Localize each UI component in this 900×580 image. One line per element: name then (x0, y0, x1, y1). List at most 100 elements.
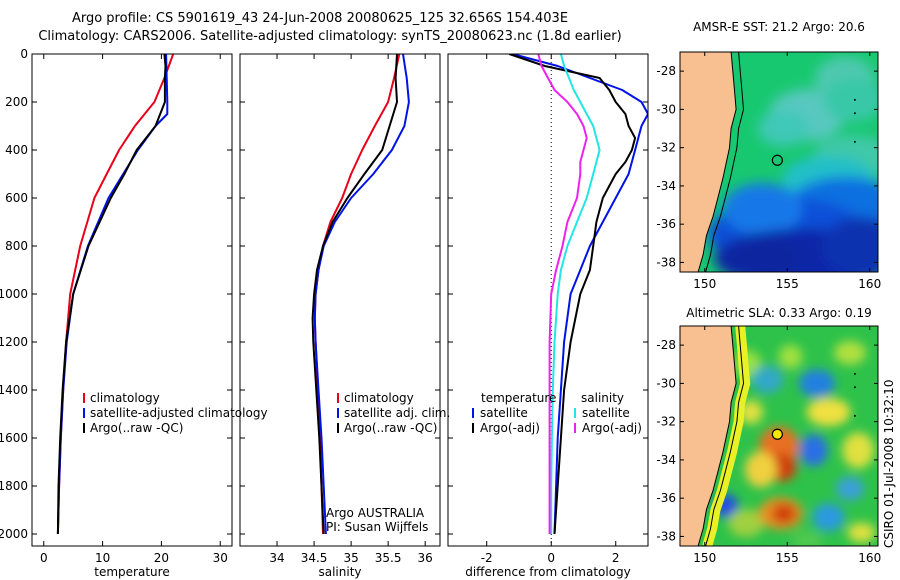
profile-panel-temperature: 0 10 20 30 temperature (31, 53, 233, 579)
sla-anomaly-15 (771, 503, 796, 524)
depth-tick-label: 1400 (0, 383, 28, 397)
argo-float-marker (771, 428, 783, 440)
sst-anomaly-9 (821, 217, 878, 272)
sla-field-structure (714, 340, 876, 546)
series-line-temperature-satellite (512, 54, 648, 535)
x-tick-label: 34.5 (301, 551, 328, 565)
profile-panel-salinity: 34 34.5 35 35.5 36 salinity (239, 53, 441, 579)
series-line-temperature-argo-adj- (508, 54, 637, 535)
legend-entry: Argo(-adj) (480, 421, 540, 435)
map-lat-label: -34 (656, 453, 676, 467)
series-line-argo-raw-qc- (311, 54, 398, 535)
isobath-line (705, 326, 745, 546)
map-lon-label: 150 (693, 277, 716, 291)
map-sla-map: Altimetric SLA: 0.33 Argo: 0.19 -28 -30 -32… (656, 306, 881, 565)
panel-frame (239, 53, 441, 547)
x-tick-label: 34 (269, 551, 284, 565)
sla-anomaly-11 (842, 432, 875, 469)
sla-anomaly-3 (798, 369, 835, 398)
depth-tick-label: 1800 (0, 479, 28, 493)
map-lon-label: 155 (776, 551, 799, 565)
map-lat-label: -38 (656, 255, 676, 269)
map-lon-label: 160 (858, 551, 881, 565)
legend-header: salinity (581, 391, 624, 405)
shelf-band (702, 326, 751, 546)
legend-entry: Argo(..raw -QC) (344, 421, 437, 435)
legend-entry: Argo(..raw -QC) (90, 421, 183, 435)
map-sst-map: AMSR-E SST: 21.2 Argo: 20.6 -28 -30 -32 -34 -… (656, 20, 881, 291)
panel-frame (31, 53, 233, 547)
x-tick-label: 35 (343, 551, 358, 565)
isobath-line (705, 52, 745, 272)
sla-anomaly-10 (806, 398, 851, 427)
legend-entry: satellite (582, 406, 630, 420)
sla-anomaly-1 (751, 365, 784, 394)
map-frame (679, 51, 879, 273)
sla-anomaly-13 (728, 509, 764, 538)
map-frame (679, 325, 879, 547)
legend-entry: climatology (90, 391, 160, 405)
owner-note: PI: Susan Wijffels (326, 520, 428, 534)
series-line-salinity-argo-adj- (537, 54, 588, 534)
map-title: AMSR-E SST: 21.2 Argo: 20.6 (693, 20, 865, 34)
x-tick-label: 0 (40, 551, 48, 565)
map-lat-label: -36 (656, 217, 676, 231)
map-lat-label: -38 (656, 529, 676, 543)
x-tick-label: -2 (481, 551, 493, 565)
legend-header: temperature (481, 391, 556, 405)
panel-frame (447, 53, 649, 547)
map-lon-label: 155 (776, 277, 799, 291)
x-tick-label: 2 (612, 551, 620, 565)
map-title: Altimetric SLA: 0.33 Argo: 0.19 (686, 306, 871, 320)
island-dot (853, 112, 856, 115)
series-line-satellite-adj-clim- (313, 54, 410, 535)
series-line-satellite-adjusted-climatology (56, 54, 169, 535)
depth-tick-label: 1600 (0, 431, 28, 445)
depth-tick-label: 1000 (0, 287, 28, 301)
sst-anomaly-7 (722, 182, 803, 235)
map-lat-label: -30 (656, 102, 676, 116)
sst-field-structure (707, 56, 878, 272)
depth-tick-label: 600 (5, 191, 28, 205)
map-lat-label: -36 (656, 491, 676, 505)
x-tick-label: 30 (213, 551, 228, 565)
legend-entry: satellite adj. clim. (344, 406, 450, 420)
x-axis-label: temperature (94, 565, 169, 579)
sla-anomaly-2 (778, 344, 803, 369)
sla-anomaly-17 (835, 476, 864, 501)
land-mask (680, 52, 737, 272)
depth-tick-label: 200 (5, 95, 28, 109)
argo-float-marker (771, 154, 783, 166)
sla-anomaly-16 (812, 503, 845, 532)
map-lat-label: -32 (656, 415, 676, 429)
sla-anomaly-4 (833, 340, 866, 365)
sst-anomaly-11 (823, 77, 878, 122)
x-tick-label: 20 (154, 551, 169, 565)
owner-note: Argo AUSTRALIA (326, 506, 425, 520)
map-lon-label: 160 (858, 277, 881, 291)
depth-tick-label: 0 (20, 47, 28, 61)
depth-tick-label: 1200 (0, 335, 28, 349)
x-axis-label: difference from climatology (465, 565, 631, 579)
series-line-climatology (313, 54, 401, 535)
map-lat-label: -28 (656, 338, 676, 352)
legend-entry: satellite (480, 406, 528, 420)
sst-anomaly-10 (724, 236, 805, 272)
land-mask (680, 326, 737, 546)
figure-title-line1: Argo profile: CS 5901619_43 24-Jun-2008 … (71, 11, 569, 26)
map-lat-label: -32 (656, 141, 676, 155)
map-lat-label: -34 (656, 179, 676, 193)
sla-anomaly-18 (847, 522, 876, 543)
island-dot (853, 372, 856, 375)
sla-anomaly-9 (799, 434, 828, 467)
legend-entry: Argo(-adj) (582, 421, 642, 435)
legend-entry: climatology (344, 391, 414, 405)
island-dot (853, 140, 856, 143)
x-tick-label: 10 (95, 551, 110, 565)
depth-tick-label: 400 (5, 143, 28, 157)
map-lon-label: 150 (693, 551, 716, 565)
